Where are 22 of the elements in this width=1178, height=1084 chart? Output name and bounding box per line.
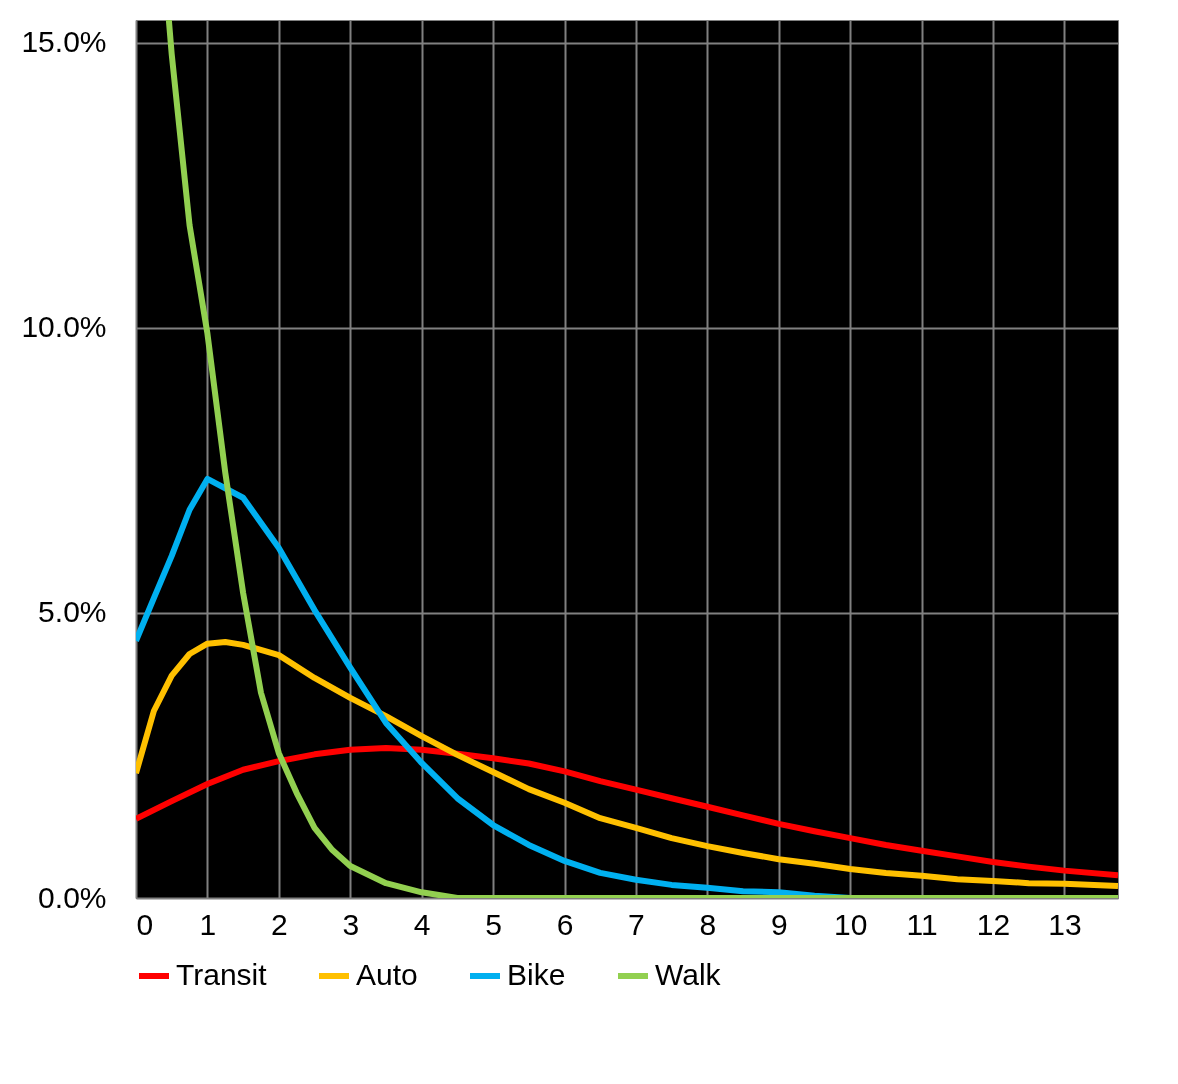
- y-tick-label: 10.0%: [21, 310, 107, 344]
- y-tick-label: 15.0%: [21, 25, 107, 59]
- x-tick-label: 13: [1048, 907, 1082, 941]
- legend-label: Bike: [507, 958, 566, 991]
- legend-label: Auto: [356, 958, 418, 991]
- x-tick-label: 4: [413, 907, 431, 941]
- x-tick-label: 12: [976, 907, 1011, 941]
- x-tick-label: 6: [556, 907, 574, 941]
- x-tick-label: 0: [136, 907, 154, 941]
- y-tick-label: 5.0%: [38, 595, 107, 629]
- x-tick-label: 5: [485, 907, 502, 941]
- x-tick-label: 2: [270, 907, 288, 941]
- x-tick-label: 3: [342, 907, 360, 941]
- x-tick-label: 9: [770, 907, 788, 941]
- x-tick-label: 1: [199, 907, 217, 941]
- y-tick-label: 0.0%: [38, 880, 107, 914]
- x-tick-label: 10: [833, 907, 868, 941]
- legend-label: Transit: [176, 958, 268, 991]
- x-tick-label: 7: [628, 907, 645, 941]
- legend-label: Walk: [655, 958, 722, 991]
- x-tick-label: 8: [699, 907, 717, 941]
- x-tick-label: 11: [906, 907, 938, 941]
